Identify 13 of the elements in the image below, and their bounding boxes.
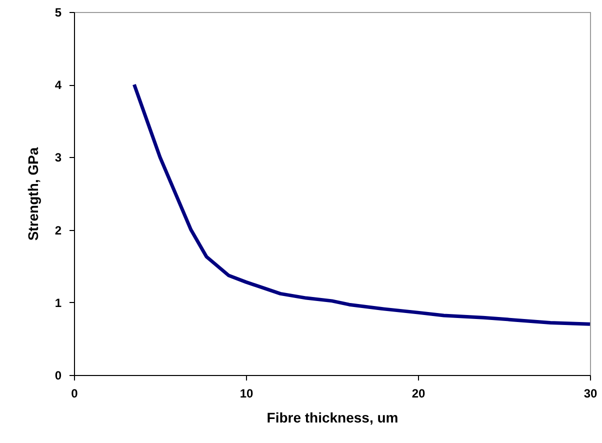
y-axis-title: Strength, GPa (24, 147, 41, 241)
y-tick-label: 3 (54, 150, 62, 165)
y-tick-label: 4 (54, 78, 62, 92)
y-tick-label: 1 (54, 296, 62, 310)
x-tick-label: 0 (71, 386, 78, 400)
x-axis-title: Fibre thickness, um (266, 410, 398, 426)
x-tick-label: 20 (412, 386, 426, 400)
y-tick-label: 0 (54, 368, 62, 382)
x-tick-label: 10 (240, 386, 254, 400)
y-tick-label: 5 (54, 6, 62, 20)
x-tick-label: 30 (584, 386, 598, 400)
line-series (132, 82, 592, 326)
y-tick-label: 2 (54, 223, 62, 238)
